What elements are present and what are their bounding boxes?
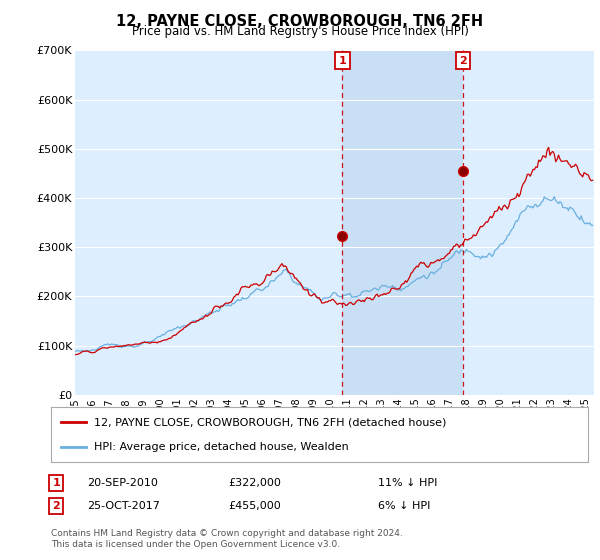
Text: 11% ↓ HPI: 11% ↓ HPI: [378, 478, 437, 488]
Text: 1: 1: [338, 55, 346, 66]
Text: 12, PAYNE CLOSE, CROWBOROUGH, TN6 2FH (detached house): 12, PAYNE CLOSE, CROWBOROUGH, TN6 2FH (d…: [94, 418, 446, 427]
Text: 6% ↓ HPI: 6% ↓ HPI: [378, 501, 430, 511]
Text: HPI: Average price, detached house, Wealden: HPI: Average price, detached house, Weal…: [94, 442, 349, 451]
Text: 1: 1: [53, 478, 60, 488]
Text: £455,000: £455,000: [228, 501, 281, 511]
Text: 20-SEP-2010: 20-SEP-2010: [87, 478, 158, 488]
Text: Contains HM Land Registry data © Crown copyright and database right 2024.
This d: Contains HM Land Registry data © Crown c…: [51, 529, 403, 549]
Text: 12, PAYNE CLOSE, CROWBOROUGH, TN6 2FH: 12, PAYNE CLOSE, CROWBOROUGH, TN6 2FH: [116, 14, 484, 29]
Text: Price paid vs. HM Land Registry's House Price Index (HPI): Price paid vs. HM Land Registry's House …: [131, 25, 469, 38]
Text: £322,000: £322,000: [228, 478, 281, 488]
Bar: [343, 50, 463, 395]
Text: 2: 2: [53, 501, 60, 511]
Text: 2: 2: [459, 55, 467, 66]
Text: 25-OCT-2017: 25-OCT-2017: [87, 501, 160, 511]
